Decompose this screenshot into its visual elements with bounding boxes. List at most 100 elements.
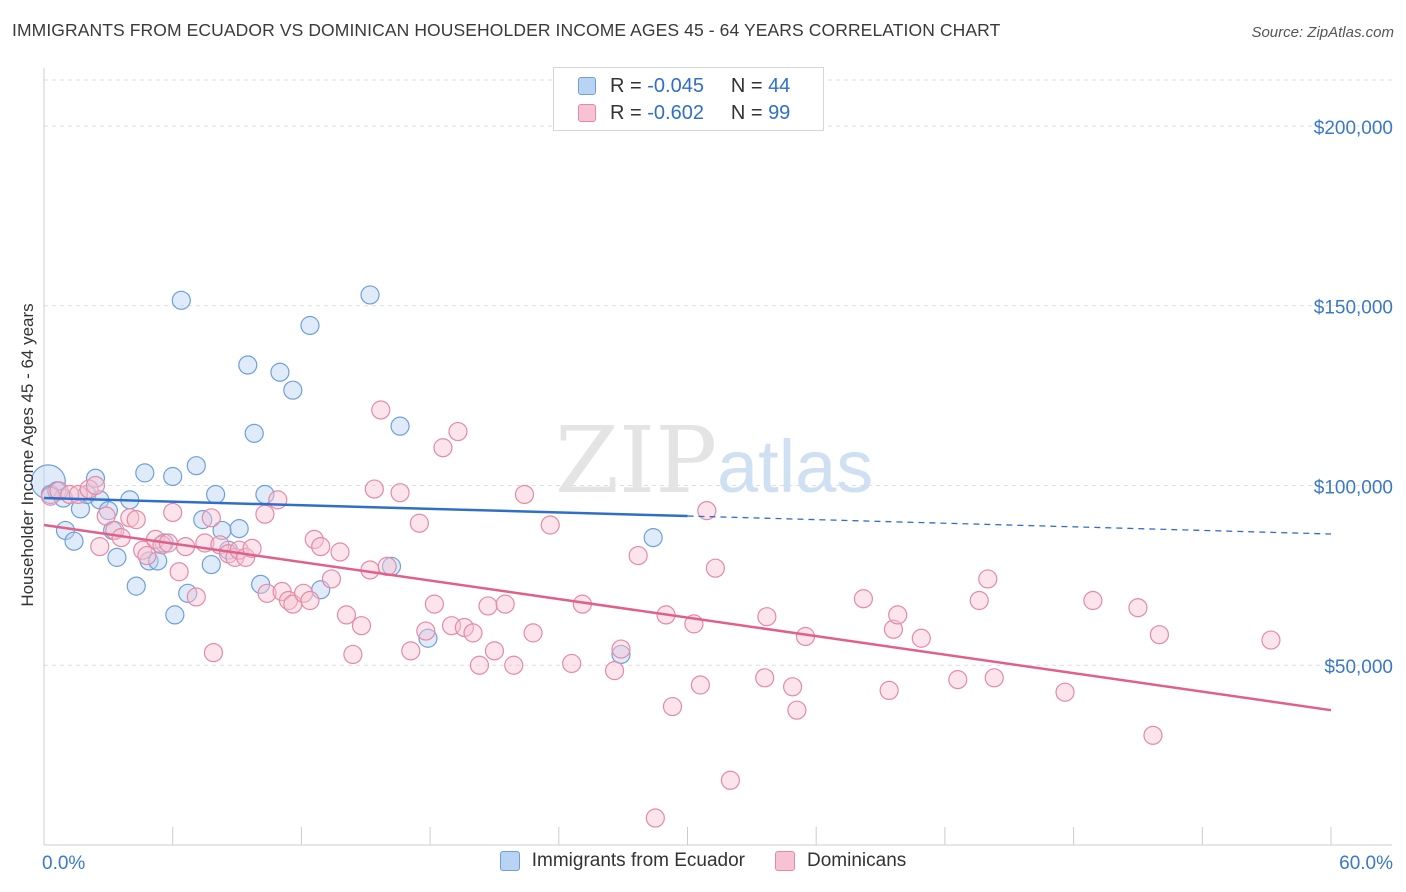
legend-n-label: N = [730, 74, 763, 97]
y-tick-label: $200,000 [1314, 118, 1393, 139]
tick-labels: $50,000 $100,000 $150,000 $200,000 0.0% 60.0% [42, 118, 1393, 874]
point-dominicans [448, 421, 468, 442]
y-tick-label: $150,000 [1314, 298, 1393, 319]
point-dominicans [755, 668, 775, 688]
trend-lines [43, 496, 1332, 712]
bottom-legend-swatch-dominicans [775, 851, 796, 871]
point-ecuador [206, 484, 226, 505]
point-dominicans [293, 583, 314, 603]
legend-r-label: R = [610, 74, 642, 97]
point-ecuador [238, 355, 258, 375]
legend-swatch-ecuador [578, 77, 596, 95]
point-dominicans [336, 605, 357, 625]
point-dominicans [478, 596, 498, 616]
point-dominicans [49, 481, 69, 501]
trend-line-ecuador-extension [687, 515, 1332, 535]
point-dominicans [255, 504, 275, 524]
point-dominicans [911, 628, 931, 648]
point-ecuador [643, 528, 663, 548]
point-dominicans [463, 623, 483, 643]
point-dominicans [969, 590, 989, 611]
point-dominicans [371, 400, 391, 420]
legend-n-value: 99 [768, 101, 791, 124]
point-dominicans [343, 644, 363, 665]
point-ecuador [163, 466, 183, 487]
bottom-legend-label-dominicans: Dominicans [807, 850, 907, 871]
point-dominicans [690, 675, 710, 695]
legend-swatch-dominicans [578, 104, 596, 122]
bottom-legend: Immigrants from Ecuador Dominicans [0, 850, 1406, 872]
point-dominicans [203, 643, 224, 663]
y-axis-label: Householder Income Ages 45 - 64 years [18, 303, 37, 607]
point-dominicans [364, 479, 384, 499]
legend: R = -0.045 N = 44 R = -0.602 N = 99 [553, 67, 824, 131]
point-dominicans [390, 483, 410, 503]
x-tick-label-max: 60.0% [1339, 853, 1393, 874]
point-dominicans [783, 677, 803, 697]
point-ecuador [126, 576, 146, 596]
point-dominicans [888, 605, 908, 625]
point-dominicans [469, 655, 490, 675]
point-dominicans [120, 508, 140, 528]
point-ecuador [85, 468, 106, 488]
point-ecuador [244, 423, 264, 443]
point-ecuador [611, 644, 631, 665]
legend-n-label: N = [730, 101, 763, 124]
point-ecuador [300, 315, 320, 336]
point-dominicans [201, 508, 221, 528]
point-ecuador [148, 551, 168, 571]
legend-row-ecuador: R = -0.045 N = 44 [578, 73, 790, 99]
point-dominicans [562, 653, 582, 674]
watermark-atlas: atlas [717, 425, 873, 508]
axes [43, 68, 1392, 846]
point-dominicans [523, 623, 543, 643]
legend-r-value: -0.045 [647, 74, 704, 97]
point-dominicans [268, 490, 288, 510]
bottom-legend-swatch-ecuador [499, 851, 520, 871]
point-dominicans [330, 542, 350, 562]
legend-r-label: R = [610, 101, 642, 124]
bottom-legend-dominicans: Dominicans [775, 850, 906, 872]
point-dominicans [169, 562, 189, 582]
point-dominicans [257, 583, 277, 603]
point-ecuador [229, 519, 249, 539]
source-label: Source: ZipAtlas.com [1251, 24, 1394, 41]
point-dominicans [879, 680, 899, 701]
point-ecuador [212, 520, 232, 541]
point-ecuador [165, 605, 185, 625]
chart-title: IMMIGRANTS FROM ECUADOR VS DOMINICAN HOU… [12, 20, 1001, 40]
trend-line-dominicans [43, 523, 1332, 712]
point-dominicans [514, 484, 535, 505]
point-dominicans [1149, 625, 1170, 645]
bottom-legend-ecuador: Immigrants from Ecuador [499, 850, 745, 872]
point-ecuador [201, 554, 221, 575]
legend-row-dominicans: R = -0.602 N = 99 [578, 100, 790, 126]
point-dominicans [504, 655, 524, 675]
point-ecuador [186, 456, 206, 476]
point-dominicans [424, 594, 444, 614]
point-dominicans [96, 506, 116, 526]
point-dominicans [540, 515, 560, 535]
point-dominicans [787, 700, 807, 720]
point-dominicans [645, 808, 665, 828]
point-dominicans [1143, 725, 1163, 745]
point-dominicans [186, 587, 206, 607]
point-dominicans [604, 661, 625, 681]
point-dominicans [978, 569, 998, 589]
point-dominicans [1128, 598, 1148, 618]
point-dominicans [883, 619, 904, 639]
point-dominicans [705, 558, 725, 578]
point-dominicans [1261, 630, 1281, 650]
point-dominicans [757, 607, 777, 627]
point-dominicans [351, 616, 372, 636]
y-tick-label: $50,000 [1324, 657, 1393, 678]
point-dominicans [321, 569, 342, 589]
point-dominicans [720, 770, 741, 790]
point-dominicans [300, 590, 320, 611]
point-dominicans [137, 545, 157, 566]
point-dominicans [85, 475, 106, 496]
y-tick-label: $100,000 [1314, 477, 1393, 498]
watermark: ZIP atlas [555, 407, 873, 514]
watermark-zip: ZIP [555, 407, 717, 514]
point-dominicans [311, 536, 331, 557]
